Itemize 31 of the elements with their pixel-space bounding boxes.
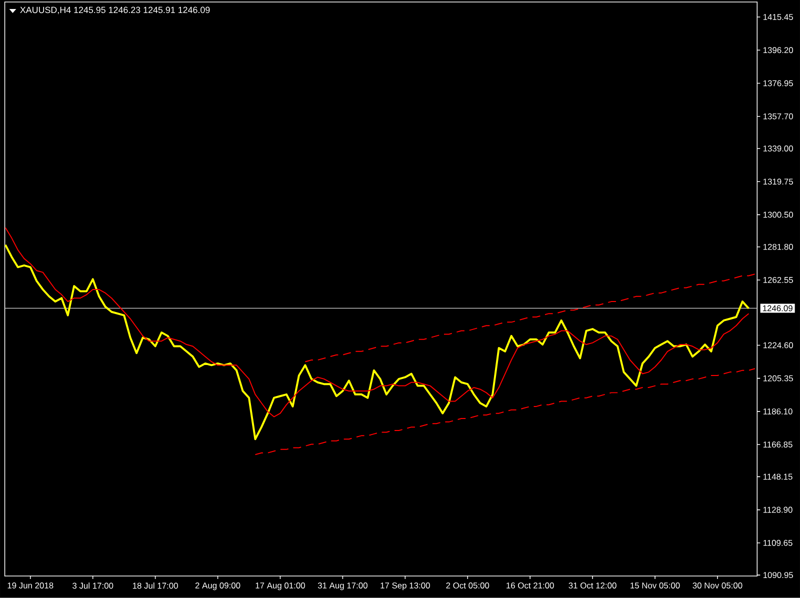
x-tick-label: 16 Oct 21:00 (506, 582, 554, 588)
y-tick-label: 1205.35 (763, 375, 793, 382)
y-tick-label: 1319.75 (763, 178, 793, 185)
y-tick-label: 1357.70 (763, 113, 793, 120)
y-tick-label: 1339.00 (763, 146, 793, 152)
y-tick-label: 1396.20 (763, 47, 793, 54)
y-tick-label: 1224.60 (763, 342, 793, 348)
x-tick-label: 17 Aug 01:00 (256, 582, 305, 590)
x-tick-label: 17 Sep 13:00 (380, 582, 430, 590)
x-tick-label: 31 Aug 17:00 (318, 582, 368, 590)
y-tick-label: 1186.10 (763, 408, 792, 414)
x-tick-label: 18 Jul 17:00 (132, 582, 178, 589)
x-tick-label: 30 Nov 05:00 (692, 582, 742, 588)
y-tick-label: 1262.55 (763, 277, 793, 283)
y-tick-label: 1090.95 (763, 572, 793, 578)
x-tick-label: 19 Jun 2018 (8, 582, 54, 588)
ref-line-label: 1246.09 (762, 305, 792, 312)
y-tick-label: 1300.50 (763, 212, 793, 218)
y-tick-label: 1281.80 (763, 244, 793, 250)
y-tick-label: 1148.15 (763, 474, 792, 480)
y-tick-label: 1109.65 (763, 540, 792, 546)
x-tick-label: 3 Jul 17:00 (72, 582, 114, 589)
x-tick-label: 15 Nov 05:00 (630, 582, 680, 588)
y-tick-label: 1128.90 (763, 506, 792, 513)
chart-title: XAUUSD,H4 1245.95 1246.23 1245.91 1246.09 (20, 6, 210, 14)
x-tick-label: 31 Oct 12:00 (568, 582, 616, 588)
y-tick-label: 1166.85 (763, 442, 792, 448)
y-tick-label: 1376.95 (763, 80, 793, 86)
x-tick-label: 2 Aug 09:00 (195, 582, 240, 590)
y-tick-label: 1415.45 (763, 14, 793, 20)
x-tick-label: 2 Oct 05:00 (446, 582, 490, 588)
